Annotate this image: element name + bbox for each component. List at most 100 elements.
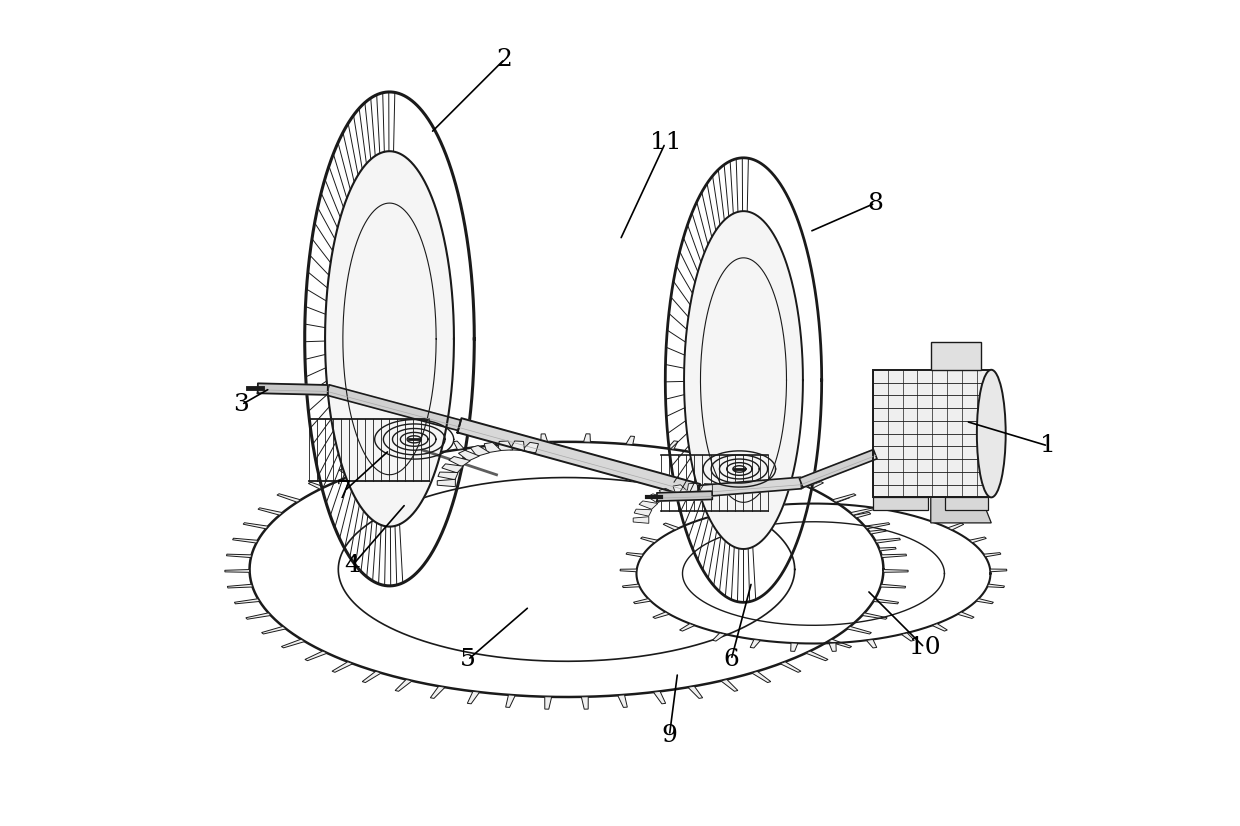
- Polygon shape: [430, 686, 445, 699]
- Polygon shape: [233, 539, 258, 543]
- Polygon shape: [957, 612, 975, 619]
- Polygon shape: [639, 501, 658, 510]
- Polygon shape: [699, 483, 713, 492]
- Polygon shape: [305, 651, 327, 661]
- Text: 1: 1: [1040, 434, 1056, 458]
- Polygon shape: [673, 485, 688, 494]
- Polygon shape: [544, 696, 552, 710]
- Bar: [873, 370, 991, 497]
- Polygon shape: [880, 584, 905, 588]
- Text: 7: 7: [336, 480, 352, 503]
- Polygon shape: [867, 639, 877, 648]
- Text: 2: 2: [497, 48, 512, 70]
- Text: 9: 9: [661, 724, 677, 748]
- Text: 10: 10: [909, 636, 940, 659]
- Polygon shape: [277, 494, 301, 502]
- Polygon shape: [584, 434, 590, 442]
- Polygon shape: [438, 472, 458, 480]
- Polygon shape: [258, 508, 283, 515]
- Polygon shape: [667, 441, 678, 449]
- Polygon shape: [224, 570, 249, 572]
- Polygon shape: [497, 436, 506, 444]
- Polygon shape: [990, 569, 1007, 572]
- Polygon shape: [883, 570, 908, 572]
- Polygon shape: [498, 441, 513, 451]
- Polygon shape: [510, 441, 525, 451]
- Polygon shape: [634, 599, 651, 604]
- Polygon shape: [234, 599, 259, 604]
- Polygon shape: [687, 483, 701, 491]
- Polygon shape: [626, 553, 644, 557]
- Polygon shape: [325, 151, 454, 527]
- Polygon shape: [833, 496, 849, 502]
- Polygon shape: [882, 554, 906, 558]
- Polygon shape: [832, 494, 856, 502]
- Polygon shape: [262, 626, 286, 634]
- Polygon shape: [976, 599, 993, 604]
- Polygon shape: [362, 672, 381, 682]
- Polygon shape: [246, 613, 270, 620]
- Polygon shape: [412, 449, 424, 457]
- Text: 3: 3: [233, 393, 249, 416]
- Polygon shape: [647, 494, 666, 503]
- Polygon shape: [987, 584, 1004, 587]
- Polygon shape: [901, 633, 914, 641]
- Polygon shape: [467, 691, 480, 704]
- Polygon shape: [374, 458, 388, 466]
- Polygon shape: [641, 537, 657, 543]
- Polygon shape: [339, 469, 355, 477]
- Polygon shape: [326, 385, 461, 430]
- Polygon shape: [680, 624, 694, 631]
- Polygon shape: [807, 482, 823, 489]
- Polygon shape: [851, 508, 875, 515]
- Polygon shape: [660, 488, 677, 498]
- Polygon shape: [484, 443, 501, 453]
- Polygon shape: [707, 448, 719, 456]
- Polygon shape: [713, 633, 725, 641]
- Text: 5: 5: [460, 648, 476, 672]
- Polygon shape: [806, 651, 828, 661]
- Polygon shape: [332, 662, 353, 672]
- Bar: [873, 497, 928, 510]
- Polygon shape: [541, 434, 548, 442]
- Polygon shape: [983, 553, 1001, 557]
- Polygon shape: [454, 441, 464, 449]
- Polygon shape: [626, 436, 635, 444]
- Polygon shape: [258, 383, 327, 395]
- Polygon shape: [396, 680, 412, 691]
- Polygon shape: [873, 599, 899, 604]
- Polygon shape: [684, 211, 804, 549]
- Polygon shape: [862, 613, 887, 620]
- Polygon shape: [698, 477, 801, 497]
- Polygon shape: [932, 624, 947, 631]
- Polygon shape: [582, 696, 588, 710]
- Polygon shape: [522, 443, 538, 453]
- Text: 4: 4: [345, 553, 361, 577]
- Polygon shape: [744, 457, 758, 465]
- Text: 8: 8: [867, 192, 883, 215]
- Polygon shape: [634, 509, 652, 516]
- Polygon shape: [663, 523, 680, 530]
- Polygon shape: [947, 523, 963, 530]
- Polygon shape: [622, 584, 640, 587]
- Polygon shape: [780, 662, 801, 672]
- Polygon shape: [970, 537, 986, 543]
- Polygon shape: [458, 418, 701, 498]
- Text: 11: 11: [650, 131, 681, 154]
- Polygon shape: [750, 639, 760, 648]
- Polygon shape: [309, 482, 325, 489]
- Bar: [931, 342, 981, 370]
- Polygon shape: [634, 517, 649, 524]
- Polygon shape: [506, 695, 516, 707]
- Polygon shape: [657, 491, 712, 501]
- Polygon shape: [459, 450, 480, 461]
- Polygon shape: [879, 548, 897, 551]
- Polygon shape: [227, 584, 253, 588]
- Polygon shape: [847, 626, 872, 634]
- Polygon shape: [653, 691, 666, 704]
- Polygon shape: [828, 639, 852, 648]
- Polygon shape: [931, 497, 991, 523]
- Polygon shape: [620, 569, 637, 572]
- Polygon shape: [449, 457, 470, 467]
- Polygon shape: [864, 523, 890, 529]
